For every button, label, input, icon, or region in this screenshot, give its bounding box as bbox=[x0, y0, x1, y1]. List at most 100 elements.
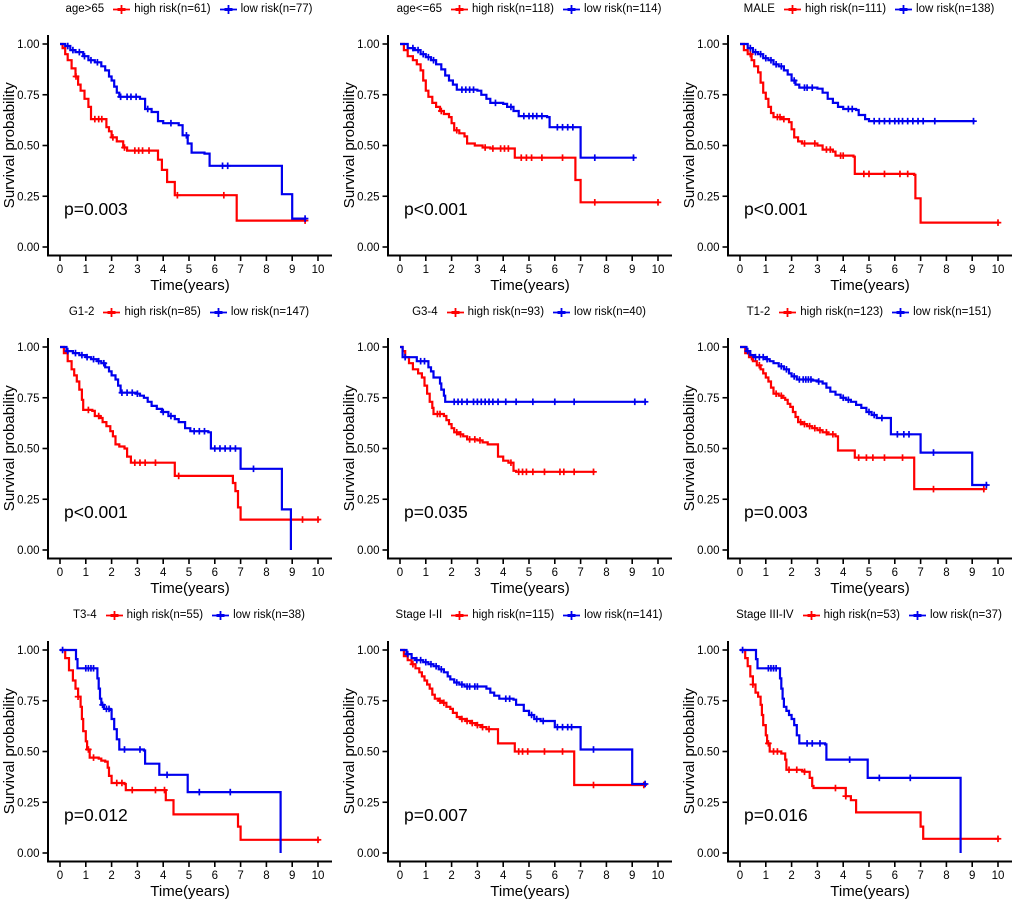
p-value-label: p=0.003 bbox=[744, 502, 808, 522]
panel-header: G3-4 high risk(n=93) low risk(n=40) bbox=[340, 303, 680, 321]
legend-item-high-risk: high risk(n=123) bbox=[778, 306, 883, 318]
km-curve-high-risk bbox=[740, 345, 986, 491]
legend-item-high-risk: high risk(n=85) bbox=[102, 306, 201, 318]
km-panel-9: Stage III-IV high risk(n=53) low risk(n=37… bbox=[680, 606, 1020, 909]
y-tick-label: 1.00 bbox=[697, 645, 719, 657]
legend-key-icon bbox=[802, 610, 820, 620]
x-axis-title: Time(years) bbox=[830, 883, 909, 900]
x-tick-label: 6 bbox=[892, 567, 898, 579]
x-axis-title: Time(years) bbox=[490, 277, 569, 294]
legend-item-low-risk: low risk(n=38) bbox=[211, 609, 305, 621]
legend-item-high-risk: high risk(n=61) bbox=[112, 3, 211, 15]
legend-label: low risk(n=77) bbox=[240, 3, 313, 15]
x-tick-label: 4 bbox=[160, 870, 167, 882]
legend-label: high risk(n=55) bbox=[126, 609, 204, 621]
x-tick-label: 9 bbox=[969, 567, 975, 579]
x-tick-label: 7 bbox=[237, 567, 243, 579]
censor-marks-high-risk bbox=[748, 353, 988, 493]
x-tick-label: 8 bbox=[603, 264, 609, 276]
legend-item-high-risk: high risk(n=53) bbox=[802, 609, 900, 621]
km-curve-low-risk bbox=[740, 345, 988, 487]
x-tick-label: 4 bbox=[840, 870, 847, 882]
y-tick-label: 0.75 bbox=[357, 90, 379, 102]
y-tick-label: 0.25 bbox=[357, 494, 379, 506]
x-tick-label: 8 bbox=[263, 567, 269, 579]
y-tick-label: 0.00 bbox=[17, 545, 39, 557]
y-axis-title: Survival probability bbox=[681, 82, 698, 208]
y-axis-title: Survival probability bbox=[1, 688, 18, 814]
x-axis-title: Time(years) bbox=[150, 277, 229, 294]
km-curve-high-risk bbox=[400, 42, 660, 204]
legend-item-low-risk: low risk(n=40) bbox=[552, 306, 646, 318]
x-tick-label: 6 bbox=[552, 264, 558, 276]
y-tick-label: 1.00 bbox=[697, 342, 719, 354]
km-panel-3: MALE high risk(n=111) low risk(n=138) 0.00 0… bbox=[680, 0, 1020, 303]
y-axis-title: Survival probability bbox=[681, 385, 698, 511]
y-tick-label: 0.75 bbox=[697, 393, 719, 405]
y-tick-label: 1.00 bbox=[357, 39, 379, 51]
legend-key-icon bbox=[553, 307, 571, 317]
legend-item-high-risk: high risk(n=115) bbox=[450, 609, 554, 621]
x-tick-label: 8 bbox=[603, 870, 609, 882]
km-curve-low-risk bbox=[740, 42, 975, 123]
x-tick-label: 10 bbox=[652, 567, 665, 579]
x-tick-label: 2 bbox=[788, 870, 794, 882]
x-tick-label: 9 bbox=[629, 264, 635, 276]
x-tick-label: 10 bbox=[652, 870, 665, 882]
km-curve-high-risk bbox=[60, 648, 320, 841]
legend-label: high risk(n=53) bbox=[823, 609, 900, 621]
x-tick-label: 4 bbox=[160, 567, 167, 579]
legend-label: high risk(n=123) bbox=[800, 306, 884, 318]
x-tick-label: 4 bbox=[500, 264, 507, 276]
x-tick-label: 8 bbox=[263, 870, 269, 882]
y-tick-label: 1.00 bbox=[357, 645, 379, 657]
x-tick-label: 6 bbox=[552, 870, 558, 882]
x-tick-label: 3 bbox=[814, 870, 820, 882]
x-tick-label: 0 bbox=[397, 264, 403, 276]
y-tick-label: 0.25 bbox=[17, 797, 39, 809]
censor-marks-high-risk bbox=[434, 410, 597, 476]
x-tick-label: 3 bbox=[814, 264, 820, 276]
legend-key-icon bbox=[113, 4, 131, 14]
x-tick-label: 2 bbox=[108, 264, 114, 276]
x-axis-title: Time(years) bbox=[490, 883, 569, 900]
x-axis-title: Time(years) bbox=[830, 277, 909, 294]
legend-key-icon bbox=[779, 307, 797, 317]
legend-label: low risk(n=114) bbox=[583, 3, 662, 15]
y-tick-label: 0.50 bbox=[697, 444, 719, 456]
x-tick-label: 10 bbox=[992, 264, 1005, 276]
y-tick-label: 0.50 bbox=[17, 747, 39, 759]
p-value-label: p=0.016 bbox=[744, 805, 808, 825]
km-curve-high-risk bbox=[60, 42, 307, 222]
y-axis-title: Survival probability bbox=[341, 688, 358, 814]
legend-label: low risk(n=147) bbox=[230, 306, 310, 318]
km-plot: 0.00 0.25 0.50 0.75 1.00 0 1 2 3 4 5 6 7 8 9 10 Time(yea… bbox=[681, 35, 1012, 294]
x-axis-title: Time(years) bbox=[830, 580, 909, 597]
x-tick-label: 8 bbox=[263, 264, 269, 276]
x-tick-label: 2 bbox=[788, 567, 794, 579]
x-tick-label: 6 bbox=[552, 567, 558, 579]
panel-header: age<=65 high risk(n=118) low risk(n=114) bbox=[340, 0, 680, 18]
censor-marks-low-risk bbox=[747, 44, 977, 125]
legend-item-low-risk: low risk(n=138) bbox=[894, 3, 994, 15]
x-tick-label: 8 bbox=[603, 567, 609, 579]
panel-header: MALE high risk(n=111) low risk(n=138) bbox=[680, 0, 1020, 18]
x-tick-label: 2 bbox=[448, 567, 454, 579]
x-tick-label: 9 bbox=[629, 567, 635, 579]
legend-label: high risk(n=118) bbox=[472, 3, 554, 15]
legend-key-icon bbox=[562, 4, 580, 14]
y-tick-label: 0.00 bbox=[697, 545, 719, 557]
x-tick-label: 1 bbox=[83, 567, 89, 579]
x-tick-label: 9 bbox=[969, 870, 975, 882]
legend-item-high-risk: high risk(n=55) bbox=[105, 609, 203, 621]
x-tick-label: 7 bbox=[917, 264, 923, 276]
y-tick-label: 0.50 bbox=[697, 747, 719, 759]
censor-marks-high-risk bbox=[749, 681, 1002, 843]
legend-item-low-risk: low risk(n=147) bbox=[209, 306, 309, 318]
x-tick-label: 9 bbox=[289, 264, 295, 276]
y-tick-label: 0.50 bbox=[357, 141, 379, 153]
legend-key-icon bbox=[895, 4, 913, 14]
panel-title: age<=65 bbox=[396, 3, 443, 15]
y-tick-label: 0.25 bbox=[357, 191, 379, 203]
